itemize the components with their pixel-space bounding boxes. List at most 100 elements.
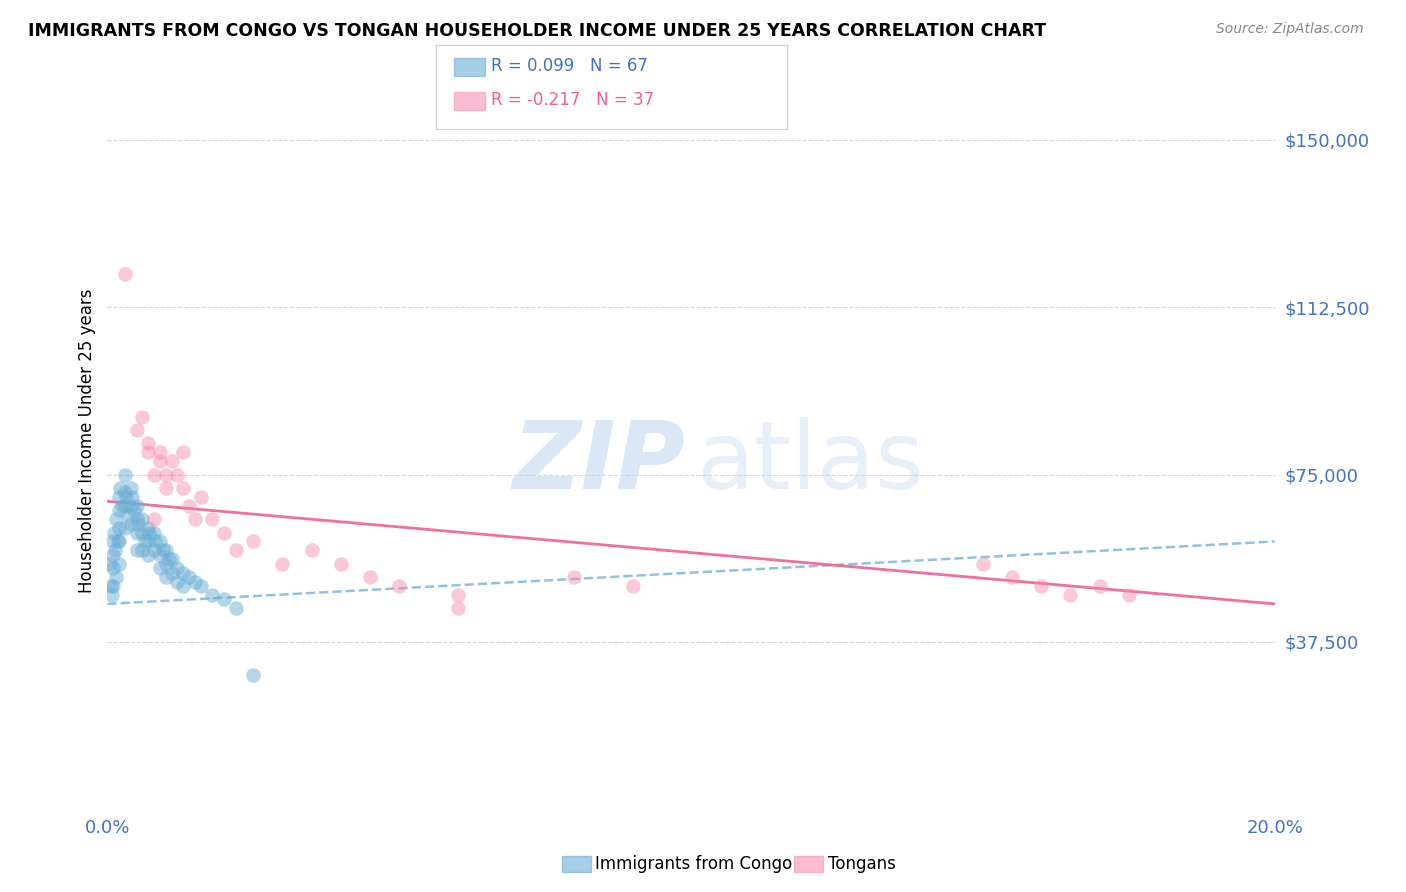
Text: ZIP: ZIP xyxy=(512,417,685,509)
Point xyxy=(107,534,129,549)
Point xyxy=(108,503,131,517)
Point xyxy=(225,601,247,615)
Point xyxy=(190,490,212,504)
Point xyxy=(166,467,188,482)
Point xyxy=(972,557,994,571)
Point xyxy=(131,543,153,558)
Point xyxy=(190,579,212,593)
Text: IMMIGRANTS FROM CONGO VS TONGAN HOUSEHOLDER INCOME UNDER 25 YEARS CORRELATION CH: IMMIGRANTS FROM CONGO VS TONGAN HOUSEHOL… xyxy=(28,22,1046,40)
Point xyxy=(1031,579,1053,593)
Point xyxy=(212,592,235,607)
Point xyxy=(143,512,166,526)
Point xyxy=(562,570,585,584)
Point xyxy=(117,508,139,522)
Point xyxy=(184,574,207,589)
Point xyxy=(103,561,125,575)
Point xyxy=(114,485,136,500)
Text: Immigrants from Congo: Immigrants from Congo xyxy=(595,855,792,873)
Text: R = -0.217   N = 37: R = -0.217 N = 37 xyxy=(491,91,654,109)
Point xyxy=(104,543,127,558)
Point xyxy=(108,534,131,549)
Point xyxy=(160,454,183,468)
Text: R = 0.099   N = 67: R = 0.099 N = 67 xyxy=(491,57,648,75)
Point xyxy=(103,525,125,540)
Point xyxy=(134,534,156,549)
Point xyxy=(149,548,172,562)
Point xyxy=(172,566,194,580)
Point xyxy=(125,525,148,540)
Point xyxy=(114,267,136,281)
Point xyxy=(446,601,468,615)
Point xyxy=(155,543,177,558)
Point xyxy=(172,579,194,593)
Point xyxy=(108,490,131,504)
Point xyxy=(100,579,122,593)
Point xyxy=(143,543,166,558)
Point xyxy=(160,552,183,566)
Point xyxy=(177,499,200,513)
Point xyxy=(301,543,323,558)
Point xyxy=(131,525,153,540)
Point xyxy=(114,467,136,482)
Point xyxy=(388,579,411,593)
Text: Source: ZipAtlas.com: Source: ZipAtlas.com xyxy=(1216,22,1364,37)
Point xyxy=(143,467,166,482)
Point xyxy=(184,512,207,526)
Point xyxy=(114,521,136,535)
Point xyxy=(155,467,177,482)
Point xyxy=(155,557,177,571)
Point xyxy=(125,499,148,513)
Point xyxy=(131,409,153,424)
Point xyxy=(172,445,194,459)
Point xyxy=(177,570,200,584)
Point xyxy=(136,445,159,459)
Point xyxy=(329,557,352,571)
Point xyxy=(225,543,247,558)
Point xyxy=(242,534,264,549)
Point xyxy=(122,503,145,517)
Point xyxy=(242,668,264,682)
Point xyxy=(136,548,159,562)
Point xyxy=(201,588,224,602)
Point xyxy=(105,570,128,584)
Point xyxy=(166,561,188,575)
Text: atlas: atlas xyxy=(697,417,925,509)
Point xyxy=(127,516,149,531)
Point xyxy=(115,490,138,504)
Point xyxy=(114,499,136,513)
Point xyxy=(212,525,235,540)
Point xyxy=(143,525,166,540)
Point xyxy=(125,423,148,437)
Point xyxy=(1059,588,1081,602)
Point xyxy=(621,579,644,593)
Point xyxy=(155,570,177,584)
Point xyxy=(155,481,177,495)
Point xyxy=(108,521,131,535)
Point xyxy=(103,534,125,549)
Point xyxy=(166,574,188,589)
Point xyxy=(103,579,125,593)
Point xyxy=(103,548,125,562)
Y-axis label: Householder Income Under 25 years: Householder Income Under 25 years xyxy=(79,289,96,593)
Point xyxy=(136,534,159,549)
Point xyxy=(138,525,160,540)
Point xyxy=(131,512,153,526)
Text: Tongans: Tongans xyxy=(828,855,896,873)
Point xyxy=(125,512,148,526)
Point xyxy=(149,534,172,549)
Point xyxy=(201,512,224,526)
Point xyxy=(111,499,134,513)
Point xyxy=(157,552,180,566)
Point xyxy=(110,481,132,495)
Point xyxy=(125,543,148,558)
Point xyxy=(359,570,381,584)
Point xyxy=(105,512,128,526)
Point xyxy=(120,481,142,495)
Point xyxy=(172,481,194,495)
Point xyxy=(446,588,468,602)
Point xyxy=(120,499,142,513)
Point xyxy=(136,436,159,450)
Point xyxy=(1088,579,1111,593)
Point xyxy=(1001,570,1024,584)
Point xyxy=(143,534,166,549)
